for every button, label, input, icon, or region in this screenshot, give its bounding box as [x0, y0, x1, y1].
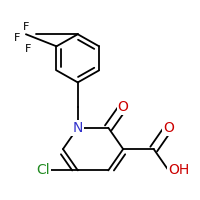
Text: F: F: [23, 22, 29, 32]
Text: F: F: [25, 44, 31, 54]
Text: N: N: [73, 121, 83, 135]
Text: O: O: [163, 121, 174, 135]
Text: O: O: [118, 100, 129, 114]
Text: Cl: Cl: [37, 163, 50, 177]
Text: OH: OH: [169, 163, 190, 177]
Text: F: F: [13, 33, 20, 43]
